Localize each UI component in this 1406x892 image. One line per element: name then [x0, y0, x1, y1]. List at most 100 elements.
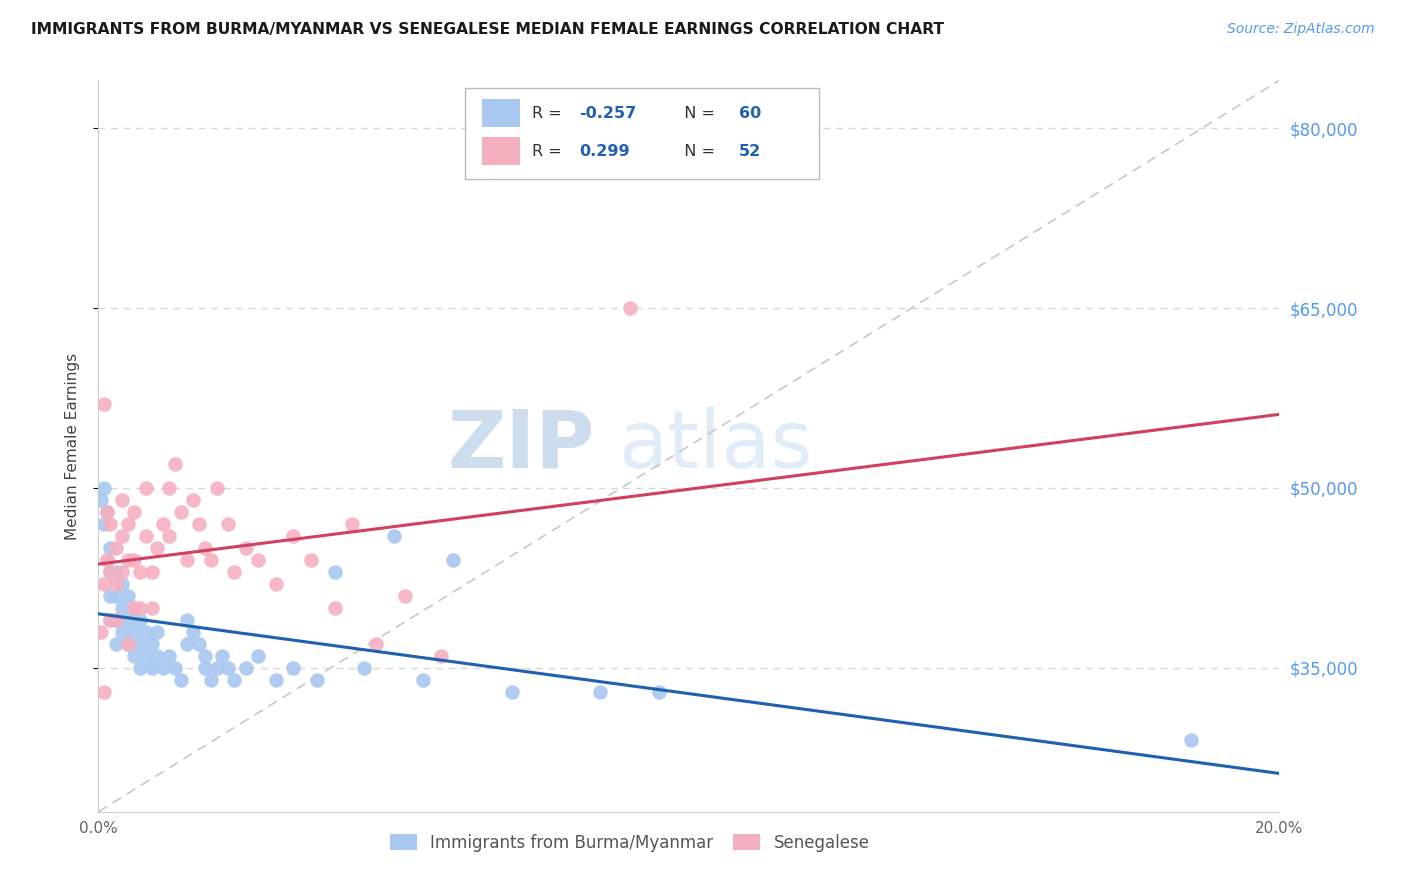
Point [98, 516, 121, 531]
Point [283, 661, 305, 675]
Point [382, 529, 405, 543]
Point [200, 553, 222, 567]
Point [122, 600, 145, 615]
Point [135, 529, 157, 543]
Point [283, 529, 305, 543]
Text: atlas: atlas [619, 407, 813, 485]
Point [217, 661, 239, 675]
Point [122, 648, 145, 663]
Point [176, 613, 198, 627]
Point [105, 565, 128, 579]
Point [93, 397, 115, 411]
Point [128, 600, 150, 615]
Point [105, 613, 128, 627]
Point [187, 637, 209, 651]
Text: N =: N = [673, 105, 720, 120]
Point [90, 624, 112, 639]
Point [194, 648, 217, 663]
Point [152, 516, 174, 531]
Point [141, 565, 163, 579]
Point [205, 481, 228, 495]
Point [353, 661, 375, 675]
Point [187, 516, 209, 531]
Point [264, 577, 287, 591]
Point [412, 673, 434, 687]
Point [96, 553, 118, 567]
Point [194, 661, 217, 675]
Point [105, 589, 128, 603]
Point [117, 553, 139, 567]
Point [98, 613, 121, 627]
Point [93, 481, 115, 495]
Point [93, 516, 115, 531]
Point [128, 565, 150, 579]
Point [619, 301, 641, 315]
Text: 60: 60 [738, 105, 761, 120]
Point [98, 589, 121, 603]
Text: R =: R = [531, 105, 567, 120]
Point [141, 637, 163, 651]
Point [146, 648, 169, 663]
Point [170, 505, 193, 519]
Point [211, 648, 233, 663]
Bar [482, 99, 520, 127]
Text: -0.257: -0.257 [579, 105, 637, 120]
Point [501, 685, 523, 699]
Point [96, 505, 118, 519]
Point [181, 492, 204, 507]
Point [648, 685, 671, 699]
Point [93, 577, 115, 591]
Point [157, 648, 180, 663]
Point [98, 613, 121, 627]
Point [111, 565, 134, 579]
Point [176, 553, 198, 567]
Point [98, 565, 121, 579]
Text: IMMIGRANTS FROM BURMA/MYANMAR VS SENEGALESE MEDIAN FEMALE EARNINGS CORRELATION C: IMMIGRANTS FROM BURMA/MYANMAR VS SENEGAL… [31, 22, 943, 37]
Point [235, 541, 257, 555]
Point [165, 661, 187, 675]
Point [165, 457, 187, 471]
Point [105, 541, 128, 555]
Text: N =: N = [673, 144, 720, 159]
Point [176, 637, 198, 651]
Text: 0.299: 0.299 [579, 144, 630, 159]
Point [117, 589, 139, 603]
Point [246, 648, 269, 663]
Text: Source: ZipAtlas.com: Source: ZipAtlas.com [1227, 22, 1375, 37]
Point [170, 673, 193, 687]
Point [342, 516, 364, 531]
Point [181, 624, 204, 639]
Point [364, 637, 387, 651]
Point [246, 553, 269, 567]
Point [96, 505, 118, 519]
Point [323, 600, 346, 615]
Point [128, 613, 150, 627]
Point [146, 541, 169, 555]
Point [1180, 732, 1202, 747]
Point [217, 516, 239, 531]
Point [111, 624, 134, 639]
Point [441, 553, 464, 567]
Point [111, 577, 134, 591]
Text: ZIP: ZIP [447, 407, 595, 485]
Point [430, 648, 453, 663]
Point [194, 541, 217, 555]
Point [98, 541, 121, 555]
Point [135, 648, 157, 663]
Point [105, 613, 128, 627]
Point [141, 600, 163, 615]
Point [589, 685, 612, 699]
Point [111, 492, 134, 507]
Text: R =: R = [531, 144, 572, 159]
Point [93, 685, 115, 699]
Point [128, 661, 150, 675]
Point [111, 529, 134, 543]
Point [111, 600, 134, 615]
Point [141, 661, 163, 675]
Point [96, 553, 118, 567]
Point [122, 505, 145, 519]
Point [135, 624, 157, 639]
Point [122, 624, 145, 639]
Point [394, 589, 416, 603]
Point [157, 529, 180, 543]
